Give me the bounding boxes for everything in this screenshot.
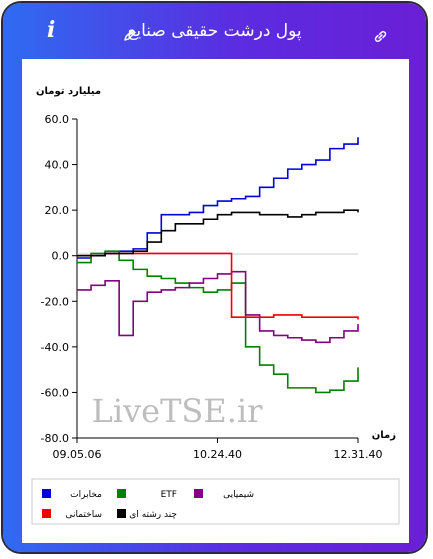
- link-icon[interactable]: [373, 29, 388, 44]
- chart-card: i پول درشت حقیقی صنایع میلیارد تومان 60.…: [3, 3, 426, 552]
- card-header: i پول درشت حقیقی صنایع: [3, 3, 426, 59]
- y-tick-label: -60.0: [41, 386, 69, 399]
- legend-swatch: [117, 489, 126, 498]
- legend-swatch: [194, 489, 203, 498]
- legend-label: چند رشته ای: [129, 510, 177, 520]
- x-tick-label: 12.31.40: [334, 448, 383, 461]
- x-tick-label: 09.05.06: [53, 448, 102, 461]
- y-tick-label: -40.0: [41, 341, 69, 354]
- series-line-2: [77, 270, 359, 344]
- y-tick-label: -20.0: [41, 295, 69, 308]
- series-line-1: [77, 250, 359, 394]
- legend-swatch: [117, 509, 126, 518]
- page-title: پول درشت حقیقی صنایع: [127, 21, 302, 41]
- line-chart: میلیارد تومان 60.0 40.0 20.0 0.0 -20.0 -40.0 -…: [31, 86, 400, 525]
- info-icon[interactable]: i: [47, 17, 56, 43]
- pencil-icon[interactable]: [123, 28, 137, 42]
- chart-panel: میلیارد تومان 60.0 40.0 20.0 0.0 -20.0 -40.0 -…: [22, 59, 409, 543]
- series-line-4: [77, 209, 359, 257]
- legend-label: مخابرات: [70, 490, 102, 500]
- legend-label: ETF: [161, 490, 177, 500]
- y-tick-label: 0.0: [52, 250, 70, 263]
- y-tick-label: 60.0: [45, 113, 70, 126]
- series-line-0: [77, 137, 359, 259]
- legend-label: ساختمانی: [65, 510, 102, 520]
- legend-box: [31, 478, 400, 525]
- y-tick-label: -80.0: [41, 432, 69, 445]
- x-axis-label: زمان: [372, 430, 396, 441]
- legend-swatch: [42, 509, 51, 518]
- y-tick-label: 20.0: [45, 204, 70, 217]
- y-tick-label: 40.0: [45, 159, 70, 172]
- legend-label: شیمیایی: [223, 490, 254, 500]
- x-tick-label: 10.24.40: [193, 448, 242, 461]
- watermark: LiveTSE.ir: [92, 392, 264, 430]
- legend-swatch: [42, 489, 51, 498]
- y-axis-label: میلیارد تومان: [36, 86, 101, 97]
